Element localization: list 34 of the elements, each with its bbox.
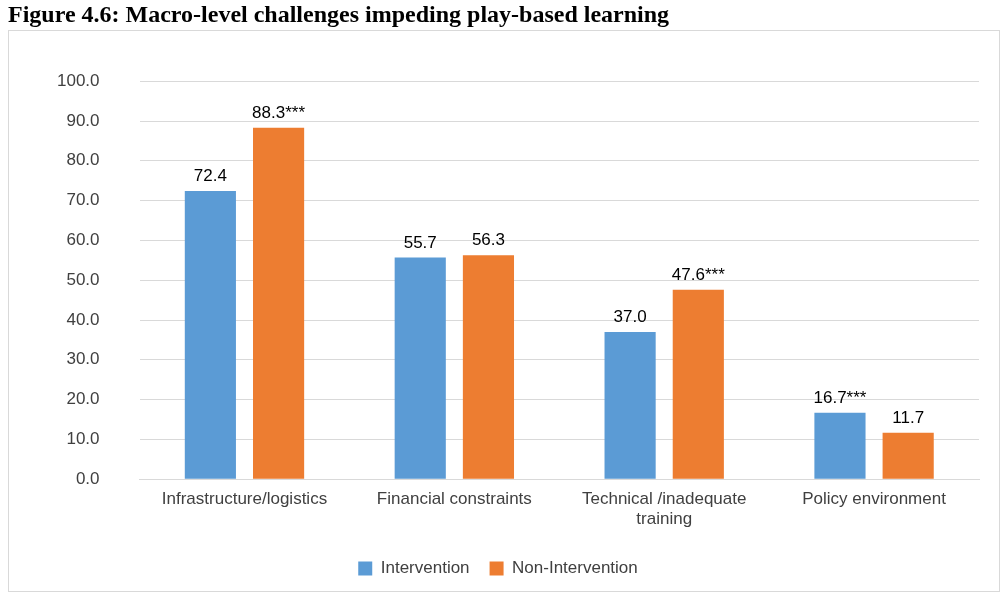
y-tick-label: 30.0 <box>66 349 100 369</box>
legend-label: Intervention <box>380 558 470 578</box>
data-label: 37.0 <box>613 307 647 327</box>
y-tick-label: 40.0 <box>66 309 100 329</box>
y-tick-label: 70.0 <box>66 190 100 210</box>
legend-label: Non-Intervention <box>512 558 638 578</box>
y-tick-label: 10.0 <box>66 429 100 449</box>
y-tick-label: 20.0 <box>66 389 100 409</box>
bar <box>394 257 446 479</box>
y-tick-label: 0.0 <box>75 468 100 488</box>
bar <box>882 432 934 479</box>
bar <box>184 191 236 479</box>
y-tick-label: 60.0 <box>66 230 100 250</box>
x-tick-label: Infrastructure/logistics <box>161 489 328 509</box>
y-tick-label: 100.0 <box>56 70 100 90</box>
data-label: 56.3 <box>471 230 505 250</box>
data-label: 72.4 <box>193 166 227 186</box>
bar <box>253 127 305 479</box>
data-label: 88.3*** <box>252 102 306 122</box>
chart-title: Figure 4.6: Macro-level challenges impeding play-based learning <box>8 0 671 28</box>
bar <box>462 255 515 479</box>
data-label: 55.7 <box>403 232 437 252</box>
y-tick-label: 80.0 <box>66 150 100 170</box>
x-tick-label: Policy environment <box>802 489 947 509</box>
data-label: 16.7*** <box>813 387 867 407</box>
y-tick-label: 50.0 <box>66 269 100 289</box>
data-label: 47.6*** <box>671 264 726 284</box>
y-tick-label: 90.0 <box>66 110 100 130</box>
x-tick-label: Technical /inadequate training <box>581 489 747 529</box>
bar <box>604 331 656 479</box>
data-label: 11.7 <box>892 407 925 427</box>
bar <box>814 412 866 479</box>
bar <box>672 289 724 479</box>
x-tick-label: Financial constraints <box>376 489 532 509</box>
